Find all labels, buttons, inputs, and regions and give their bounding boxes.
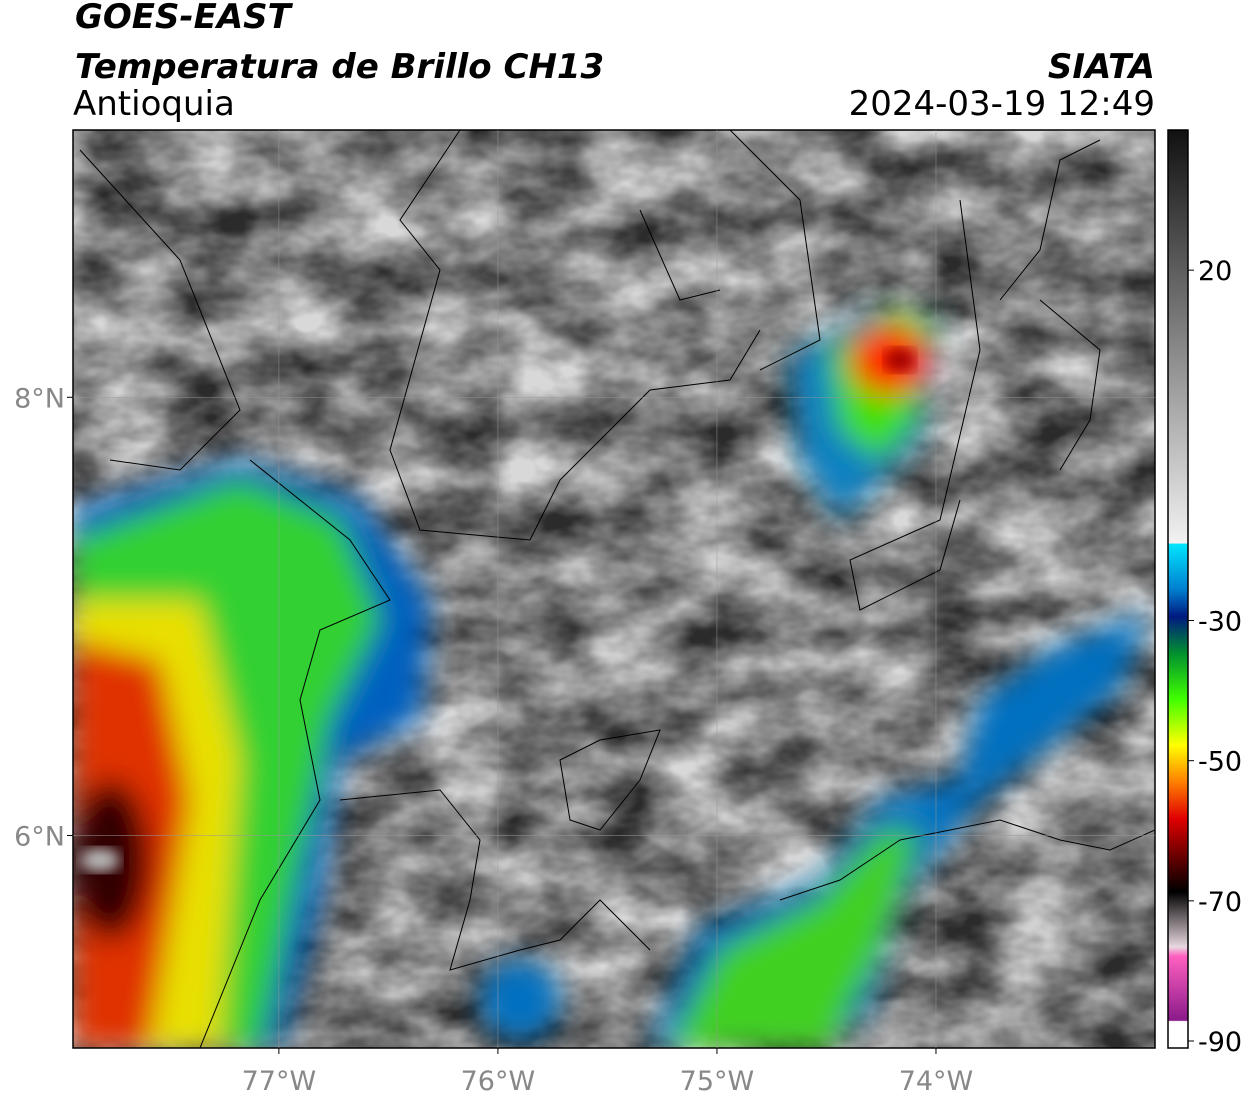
title-satellite: GOES-EAST bbox=[75, 0, 294, 37]
y-tick-label: 8°N bbox=[14, 383, 65, 414]
y-tick-label: 6°N bbox=[14, 821, 65, 852]
colorbar bbox=[1167, 129, 1189, 1049]
region: Antioquia bbox=[73, 84, 235, 124]
x-tick-label: 77°W bbox=[242, 1066, 317, 1097]
colorbar-tick-label: -90 bbox=[1198, 1027, 1242, 1058]
colorbar-tick-label: 20 bbox=[1198, 256, 1232, 287]
x-tick-label: 76°W bbox=[461, 1066, 536, 1097]
colorbar-tick-label: -50 bbox=[1198, 747, 1242, 778]
colorbar-tick-label: -70 bbox=[1198, 887, 1242, 918]
title-product: Temperatura de Brillo CH13 bbox=[75, 47, 604, 87]
source: SIATA bbox=[1048, 47, 1155, 87]
colorbar-tick-label: -30 bbox=[1198, 607, 1242, 638]
datetime: 2024-03-19 12:49 bbox=[849, 84, 1155, 124]
map-image bbox=[73, 130, 1155, 1048]
map-frame bbox=[72, 129, 1156, 1049]
x-tick-label: 74°W bbox=[899, 1066, 974, 1097]
x-tick-label: 75°W bbox=[680, 1066, 755, 1097]
